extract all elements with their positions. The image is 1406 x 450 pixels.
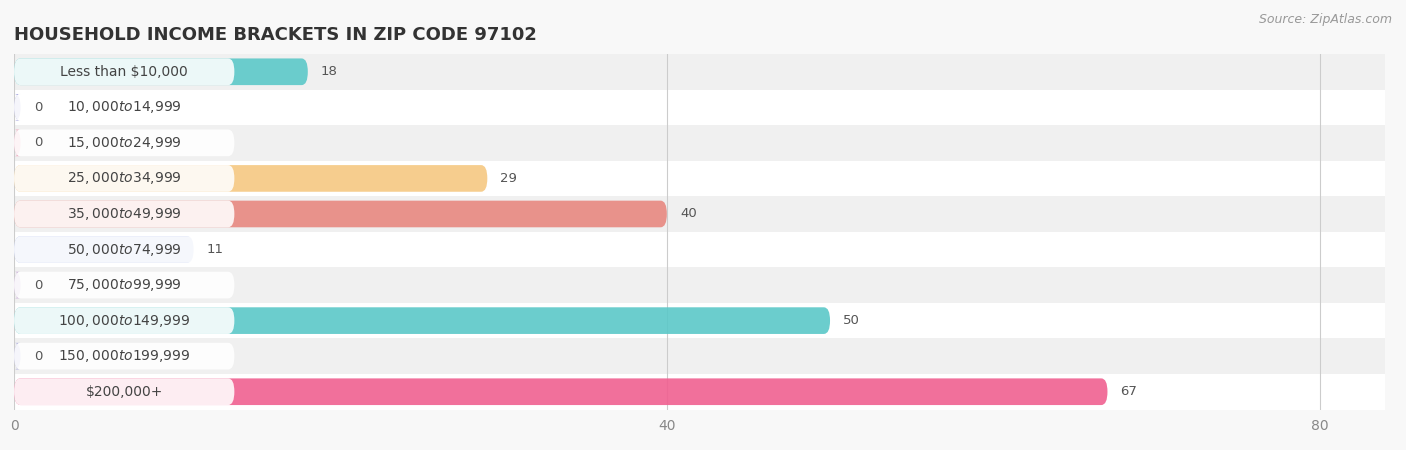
- FancyBboxPatch shape: [14, 303, 1385, 338]
- Text: 29: 29: [501, 172, 517, 185]
- Text: 0: 0: [34, 279, 42, 292]
- FancyBboxPatch shape: [14, 307, 235, 334]
- Text: HOUSEHOLD INCOME BRACKETS IN ZIP CODE 97102: HOUSEHOLD INCOME BRACKETS IN ZIP CODE 97…: [14, 26, 537, 44]
- FancyBboxPatch shape: [14, 378, 1108, 405]
- FancyBboxPatch shape: [14, 232, 1385, 267]
- FancyBboxPatch shape: [14, 201, 235, 227]
- FancyBboxPatch shape: [14, 58, 308, 85]
- FancyBboxPatch shape: [14, 343, 235, 369]
- FancyBboxPatch shape: [14, 165, 488, 192]
- Text: 11: 11: [207, 243, 224, 256]
- FancyBboxPatch shape: [14, 272, 235, 298]
- Text: $25,000 to $34,999: $25,000 to $34,999: [67, 171, 181, 186]
- Text: $15,000 to $24,999: $15,000 to $24,999: [67, 135, 181, 151]
- FancyBboxPatch shape: [14, 161, 1385, 196]
- Text: $10,000 to $14,999: $10,000 to $14,999: [67, 99, 181, 115]
- Text: Source: ZipAtlas.com: Source: ZipAtlas.com: [1258, 14, 1392, 27]
- Text: 0: 0: [34, 136, 42, 149]
- Text: 40: 40: [681, 207, 696, 220]
- FancyBboxPatch shape: [14, 130, 235, 156]
- FancyBboxPatch shape: [14, 130, 21, 156]
- Text: Less than $10,000: Less than $10,000: [60, 65, 188, 79]
- Text: $200,000+: $200,000+: [86, 385, 163, 399]
- Text: $75,000 to $99,999: $75,000 to $99,999: [67, 277, 181, 293]
- FancyBboxPatch shape: [14, 236, 235, 263]
- FancyBboxPatch shape: [14, 94, 21, 121]
- FancyBboxPatch shape: [14, 58, 235, 85]
- FancyBboxPatch shape: [14, 374, 1385, 410]
- Text: 0: 0: [34, 101, 42, 114]
- FancyBboxPatch shape: [14, 307, 830, 334]
- FancyBboxPatch shape: [14, 196, 1385, 232]
- Text: 18: 18: [321, 65, 337, 78]
- Text: $100,000 to $149,999: $100,000 to $149,999: [58, 313, 190, 328]
- FancyBboxPatch shape: [14, 338, 1385, 374]
- Text: $35,000 to $49,999: $35,000 to $49,999: [67, 206, 181, 222]
- FancyBboxPatch shape: [14, 54, 1385, 90]
- FancyBboxPatch shape: [14, 272, 21, 298]
- Text: $50,000 to $74,999: $50,000 to $74,999: [67, 242, 181, 257]
- FancyBboxPatch shape: [14, 201, 666, 227]
- Text: 0: 0: [34, 350, 42, 363]
- Text: 67: 67: [1121, 385, 1137, 398]
- FancyBboxPatch shape: [14, 236, 194, 263]
- Text: 50: 50: [844, 314, 860, 327]
- FancyBboxPatch shape: [14, 125, 1385, 161]
- FancyBboxPatch shape: [14, 343, 21, 369]
- FancyBboxPatch shape: [14, 90, 1385, 125]
- FancyBboxPatch shape: [14, 94, 235, 121]
- FancyBboxPatch shape: [14, 267, 1385, 303]
- FancyBboxPatch shape: [14, 165, 235, 192]
- FancyBboxPatch shape: [14, 378, 235, 405]
- Text: $150,000 to $199,999: $150,000 to $199,999: [58, 348, 190, 364]
